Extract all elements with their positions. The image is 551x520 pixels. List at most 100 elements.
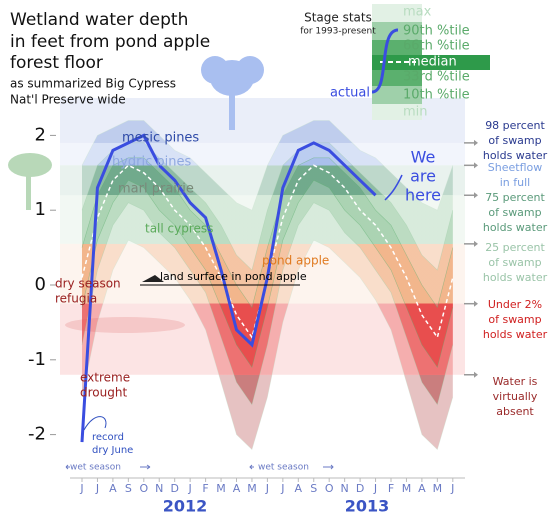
- zone-label: Water is: [493, 375, 538, 388]
- x-tick-label: D: [356, 482, 364, 495]
- annotation: dry season: [55, 277, 121, 291]
- legend-label: actual: [330, 86, 370, 101]
- x-tick-label: F: [202, 482, 208, 495]
- tree-icon: [26, 170, 31, 210]
- zone-label: virtually: [493, 390, 538, 403]
- stat-line: [81, 239, 454, 451]
- zone-label: Under 2%: [488, 298, 542, 311]
- annotation: are: [410, 167, 436, 186]
- x-tick-label: M: [247, 482, 257, 495]
- zone-label: absent: [496, 405, 534, 418]
- legend-label: 66th %tile: [403, 39, 470, 54]
- annotation: refugia: [55, 292, 97, 306]
- here-arrow: [384, 174, 403, 201]
- x-tick-label: N: [341, 482, 349, 495]
- wet-season-arrow: [140, 464, 151, 470]
- tree-icon: [201, 56, 229, 84]
- x-tick-label: S: [125, 482, 132, 495]
- annotation: mesic pines: [122, 131, 199, 146]
- arrow-head: [474, 192, 478, 199]
- x-tick-label: J: [79, 482, 83, 495]
- legend-label: max: [403, 5, 432, 20]
- x-tick-label: M: [216, 482, 226, 495]
- x-tick-label: A: [233, 482, 241, 495]
- zone-label: of swamp: [488, 134, 541, 147]
- stat-line: [81, 120, 454, 211]
- annotation: dry June: [92, 445, 133, 456]
- year-label: 2012: [163, 497, 208, 516]
- y-tick-label: 0: [35, 274, 46, 295]
- record-arrow: [83, 416, 107, 431]
- annotation: tall cypress: [145, 222, 213, 236]
- arrow-head: [474, 371, 478, 378]
- title: in feet from pond apple: [10, 32, 210, 52]
- y-tick-label: -1: [28, 349, 46, 370]
- annotation: drought: [80, 386, 127, 400]
- wet-season-arrow: [65, 464, 70, 470]
- x-tick-label: A: [109, 482, 117, 495]
- legend-label: median: [408, 55, 457, 70]
- annotation: pond apple: [262, 254, 329, 268]
- x-tick-label: S: [310, 482, 317, 495]
- annotation: We: [411, 148, 436, 167]
- plant-icon: [142, 275, 164, 282]
- zone-label: of swamp: [488, 206, 541, 219]
- title: forest floor: [10, 53, 103, 73]
- stat-line: [81, 179, 454, 368]
- annotation: wet season: [70, 463, 121, 473]
- zone-label: holds water: [483, 221, 548, 234]
- arrow-head: [474, 240, 478, 247]
- wet-season-arrow: [249, 464, 254, 470]
- subtitle: as summarized Big Cypress: [10, 77, 176, 91]
- title: Wetland water depth: [10, 10, 188, 30]
- zone-label: in full: [500, 176, 530, 189]
- legend-label: 90th %tile: [403, 24, 470, 39]
- x-tick-label: J: [188, 482, 192, 495]
- legend-title: Stage stats: [304, 11, 372, 25]
- x-tick-label: J: [265, 482, 269, 495]
- arrow-head: [474, 162, 478, 169]
- legend-label: min: [403, 105, 428, 120]
- x-tick-label: J: [450, 482, 454, 495]
- tree-icon: [8, 153, 52, 177]
- y-tick-label: 2: [35, 124, 46, 145]
- arrow-head: [474, 300, 478, 307]
- y-tick-label: -2: [28, 424, 46, 445]
- legend-actual: [371, 28, 399, 94]
- y-tick-label: 1: [35, 199, 46, 220]
- annotation: marl prairie: [118, 182, 194, 197]
- x-tick-label: A: [418, 482, 426, 495]
- legend: [371, 4, 490, 120]
- tree-icon: [236, 56, 264, 84]
- x-tick-label: M: [402, 482, 412, 495]
- x-tick-label: F: [388, 482, 394, 495]
- legend-subtitle: for 1993-present: [300, 27, 376, 37]
- tree-icon: [229, 85, 235, 130]
- annotation: record: [92, 432, 124, 443]
- x-tick-label: A: [295, 482, 303, 495]
- annotation: here: [405, 186, 441, 205]
- year-label: 2013: [345, 497, 390, 516]
- zone-label: of swamp: [488, 313, 541, 326]
- legend-label: 33rd %tile: [403, 70, 470, 85]
- legend-box: [372, 55, 490, 70]
- zone-label: holds water: [483, 271, 548, 284]
- x-tick-label: J: [373, 482, 377, 495]
- zone-label: holds water: [483, 328, 548, 341]
- annotation: wet season: [258, 463, 309, 473]
- annotation: extreme: [80, 371, 130, 385]
- stat-line: [81, 202, 454, 406]
- zone-label: 25 percent: [485, 241, 545, 254]
- x-tick-label: J: [95, 482, 99, 495]
- zone-label: holds water: [483, 149, 548, 162]
- zone-label: 75 percent: [485, 191, 545, 204]
- x-tick-label: N: [155, 482, 163, 495]
- subtitle: Nat'l Preserve wide: [10, 93, 126, 107]
- annotation: land surface in pond apple: [160, 270, 307, 283]
- stat-line: [81, 157, 454, 309]
- wet-season-arrow: [323, 464, 334, 470]
- x-tick-label: J: [280, 482, 284, 495]
- actual-line: [80, 133, 377, 443]
- x-tick-label: O: [139, 482, 148, 495]
